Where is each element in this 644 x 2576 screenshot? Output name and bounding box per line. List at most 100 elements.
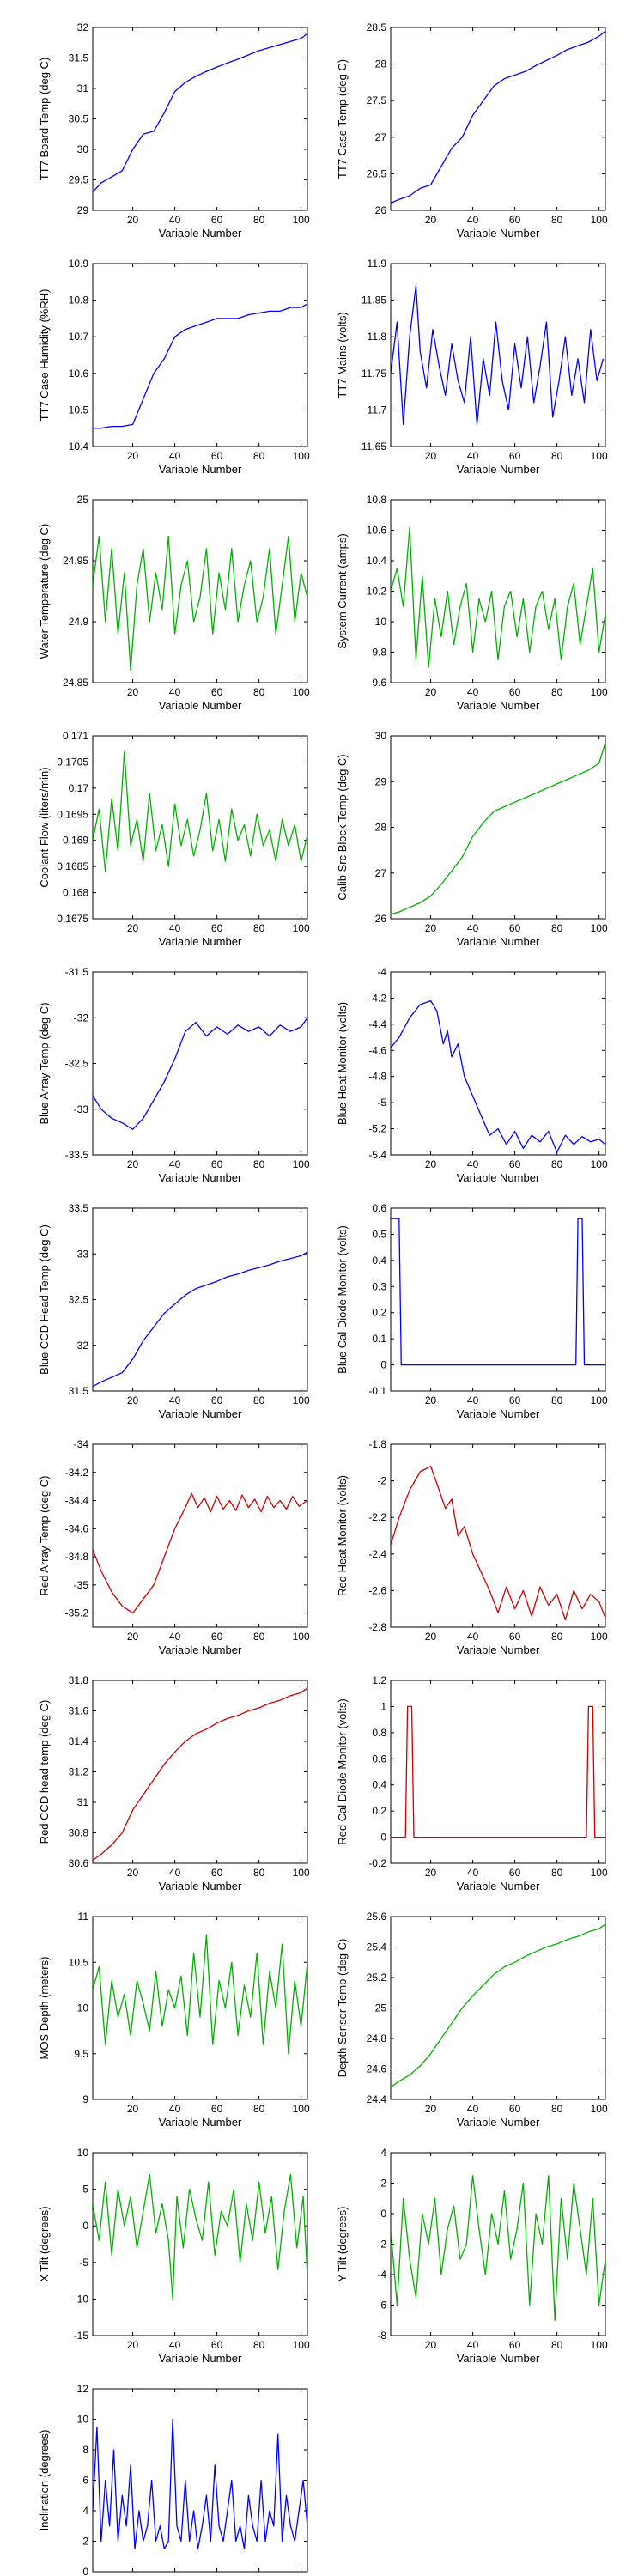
- x-tick-label: 80: [551, 686, 563, 698]
- plot-area: [92, 263, 308, 447]
- x-tick-label: 40: [467, 2339, 479, 2351]
- y-tick-label: 0.17: [69, 782, 89, 794]
- x-tick-label: 100: [591, 214, 608, 226]
- x-tick-label: 80: [253, 1394, 265, 1406]
- y-tick-label: 11: [78, 1911, 89, 1923]
- x-axis-label: Variable Number: [457, 1643, 540, 1656]
- y-tick-label: 32: [77, 1340, 89, 1352]
- chart-panel-17: 20 40 60 80 100 9 9.5 10 10.5 11 Variable Number MO…: [38, 1911, 310, 2129]
- chart-panel-19: 20 40 60 80 100 -15 -10 -5 0 5 10 Variable Number X …: [38, 2147, 310, 2365]
- y-tick-label: -2.6: [368, 1584, 386, 1596]
- y-tick-label: -2.4: [368, 1548, 386, 1560]
- y-tick-label: 10.9: [69, 258, 89, 270]
- x-tick-label: 20: [425, 1867, 437, 1879]
- y-tick-label: 26: [375, 204, 387, 216]
- y-tick-label: 10: [77, 2147, 89, 2159]
- x-tick-label: 20: [127, 922, 139, 934]
- y-tick-label: -32.5: [65, 1058, 89, 1070]
- plot-area: [390, 1916, 606, 2100]
- plot-area: [92, 2388, 308, 2573]
- x-tick-label: 100: [293, 1867, 310, 1879]
- y-tick-label: 1: [380, 1700, 386, 1712]
- x-axis-label: Variable Number: [457, 699, 540, 712]
- y-axis-label: Water Temperature (deg C): [38, 524, 51, 659]
- x-tick-label: 100: [591, 922, 608, 934]
- plot-area: [92, 1443, 308, 1628]
- series-line: [93, 1251, 307, 1388]
- y-tick-label: 24.8: [367, 2032, 387, 2044]
- series-line: [93, 1934, 307, 2055]
- series-line: [391, 999, 605, 1153]
- y-tick-label: -5.2: [368, 1123, 386, 1135]
- x-tick-label: 80: [253, 922, 265, 934]
- plot-area: [390, 27, 606, 211]
- x-tick-label: 40: [467, 922, 479, 934]
- y-axis-label: X Tilt (degrees): [38, 2206, 51, 2281]
- y-tick-label: 0.4: [372, 1779, 386, 1791]
- y-tick-label: 0.6: [372, 1202, 386, 1214]
- y-tick-label: 9: [82, 2093, 88, 2105]
- x-tick-label: 20: [425, 1158, 437, 1170]
- y-tick-label: -31.5: [65, 966, 89, 978]
- x-tick-label: 20: [425, 1394, 437, 1406]
- y-tick-label: 0.2: [372, 1307, 386, 1319]
- chart-panel-7: 20 40 60 80 100 0.1675 0.168 0.1685 0.169 0.1695 0…: [38, 730, 310, 948]
- y-tick-label: 24.9: [69, 616, 89, 628]
- x-tick-label: 40: [169, 450, 181, 462]
- x-axis-label: Variable Number: [159, 699, 242, 712]
- chart-panel-8: 20 40 60 80 100 26 27 28 29 30 Variable Number Cali…: [336, 730, 608, 948]
- y-tick-label: 31: [77, 1796, 89, 1808]
- x-tick-label: 40: [467, 1158, 479, 1170]
- y-tick-label: 10.8: [69, 295, 89, 307]
- y-tick-label: -1.8: [368, 1438, 386, 1450]
- series-line: [93, 535, 307, 671]
- y-tick-label: 10.5: [69, 1956, 89, 1968]
- y-tick-label: 30.5: [69, 113, 89, 125]
- y-tick-label: -5.4: [368, 1149, 386, 1161]
- series-line: [93, 1017, 307, 1130]
- y-tick-label: 32: [77, 21, 89, 33]
- x-tick-label: 20: [425, 922, 437, 934]
- y-tick-label: 0.2: [372, 1805, 386, 1817]
- y-tick-label: 0.1675: [57, 913, 88, 925]
- x-tick-label: 100: [293, 2339, 310, 2351]
- y-tick-label: 9.5: [74, 2048, 88, 2060]
- y-tick-label: -4.6: [368, 1044, 386, 1056]
- x-tick-label: 80: [551, 922, 563, 934]
- x-tick-label: 40: [169, 686, 181, 698]
- y-tick-label: 0.1685: [57, 860, 88, 872]
- y-tick-label: -33.5: [65, 1149, 89, 1161]
- x-tick-label: 80: [253, 1158, 265, 1170]
- y-tick-label: 25: [375, 2002, 387, 2014]
- y-tick-label: -2.8: [368, 1621, 386, 1633]
- x-tick-label: 80: [253, 450, 265, 462]
- y-tick-label: 10.7: [69, 331, 89, 343]
- series-line: [391, 1218, 605, 1366]
- series-line: [391, 2174, 605, 2321]
- y-tick-label: 5: [82, 2184, 88, 2196]
- chart-panel-11: 20 40 60 80 100 31.5 32 32.5 33 33.5 Variable Numb…: [38, 1202, 310, 1420]
- y-tick-label: 26.5: [367, 167, 387, 179]
- y-tick-label: 31.2: [69, 1766, 89, 1778]
- y-tick-label: 25.2: [367, 1971, 387, 1984]
- chart-panel-15: 20 40 60 80 100 30.6 30.8 31 31.2 31.4 31.6 31.8 Var…: [38, 1674, 310, 1893]
- x-tick-label: 60: [211, 214, 223, 226]
- y-tick-label: 0: [380, 1832, 386, 1844]
- y-tick-label: 30.8: [69, 1827, 89, 1839]
- y-tick-label: -4: [377, 966, 386, 978]
- y-tick-label: 4: [380, 2147, 386, 2159]
- x-tick-label: 20: [127, 450, 139, 462]
- y-tick-label: 30: [77, 143, 89, 155]
- chart-panel-4: 20 40 60 80 100 11.65 11.7 11.75 11.8 11.85 11.9 Va…: [336, 258, 608, 476]
- y-tick-label: 31: [77, 82, 89, 94]
- y-tick-label: 10.5: [69, 404, 89, 416]
- plot-area: [390, 263, 606, 447]
- y-axis-label: MOS Depth (meters): [38, 1957, 51, 2060]
- x-tick-label: 100: [293, 922, 310, 934]
- y-tick-label: 11.85: [361, 295, 386, 307]
- x-tick-label: 80: [551, 1867, 563, 1879]
- x-tick-label: 40: [169, 214, 181, 226]
- y-tick-label: -10: [74, 2293, 89, 2305]
- x-tick-label: 60: [211, 686, 223, 698]
